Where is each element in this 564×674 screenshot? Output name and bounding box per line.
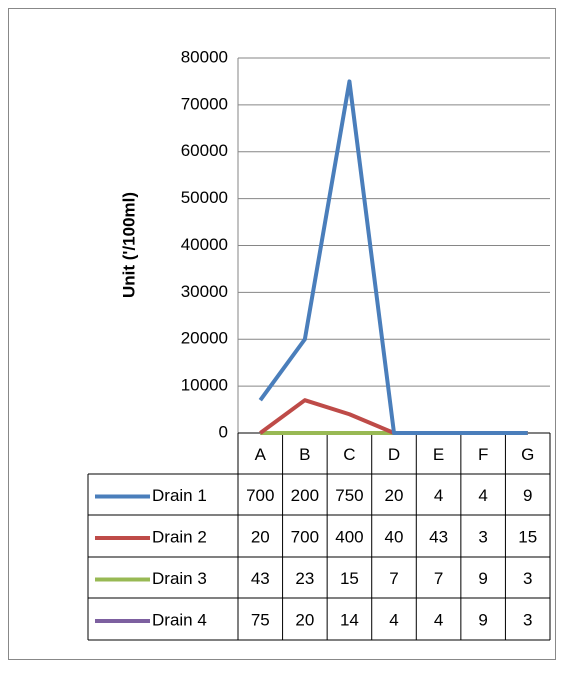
table-cell: 3 [523, 569, 532, 588]
table-cell: 4 [434, 610, 443, 629]
y-tick-label: 80000 [181, 47, 228, 66]
table-cell: 200 [291, 486, 319, 505]
table-cell: 700 [246, 486, 274, 505]
table-cell: 9 [523, 486, 532, 505]
table-cell: 9 [478, 610, 487, 629]
table-cell: 4 [389, 610, 398, 629]
table-cell: 20 [251, 527, 270, 546]
table-cell: 15 [518, 527, 537, 546]
table-cell: 43 [251, 569, 270, 588]
table-cell: 15 [340, 569, 359, 588]
x-tick-label: C [343, 445, 355, 464]
chart-border [8, 8, 556, 660]
table-cell: 20 [385, 486, 404, 505]
table-cell: 9 [478, 569, 487, 588]
y-tick-label: 70000 [181, 94, 228, 113]
y-tick-label: 0 [219, 422, 228, 441]
x-tick-label: E [433, 445, 444, 464]
y-tick-label: 40000 [181, 235, 228, 254]
x-tick-label: B [299, 445, 310, 464]
y-tick-label: 20000 [181, 329, 228, 348]
table-cell: 20 [295, 610, 314, 629]
table-cell: 4 [478, 486, 487, 505]
table-cell: 14 [340, 610, 359, 629]
table-cell: 7 [389, 569, 398, 588]
series-line [258, 79, 528, 435]
x-tick-label: G [521, 445, 534, 464]
x-tick-label: F [478, 445, 488, 464]
table-cell: 7 [434, 569, 443, 588]
y-tick-label: 30000 [181, 282, 228, 301]
y-tick-label: 50000 [181, 188, 228, 207]
table-cell: 43 [429, 527, 448, 546]
table-cell: 75 [251, 610, 270, 629]
legend-label: Drain 4 [152, 610, 207, 629]
legend-label: Drain 1 [152, 486, 207, 505]
table-cell: 750 [335, 486, 363, 505]
legend-label: Drain 3 [152, 569, 207, 588]
x-tick-label: D [388, 445, 400, 464]
table-cell: 700 [291, 527, 319, 546]
y-tick-label: 10000 [181, 376, 228, 395]
table-cell: 400 [335, 527, 363, 546]
table-cell: 3 [523, 610, 532, 629]
y-axis-title: Unit ('/100ml) [119, 192, 138, 298]
table-cell: 40 [385, 527, 404, 546]
y-tick-label: 60000 [181, 141, 228, 160]
table-cell: 3 [478, 527, 487, 546]
legend-label: Drain 2 [152, 527, 207, 546]
table-cell: 4 [434, 486, 443, 505]
x-tick-label: A [255, 445, 267, 464]
table-cell: 23 [295, 569, 314, 588]
